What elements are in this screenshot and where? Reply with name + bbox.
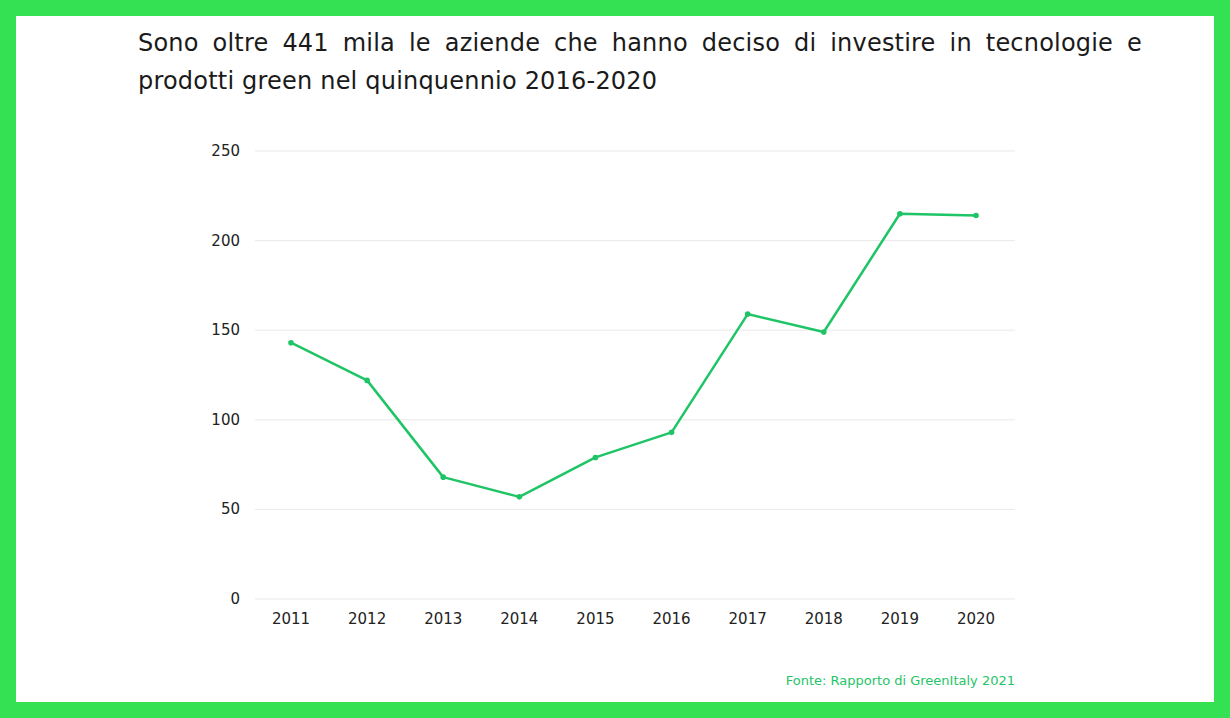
grid-line [255, 509, 1015, 510]
x-tick-label: 2013 [424, 610, 462, 628]
point [364, 378, 370, 384]
point [897, 211, 903, 217]
point [821, 329, 827, 335]
source-note: Fonte: Rapporto di GreenItaly 2021 [786, 673, 1015, 688]
x-tick-label: 2016 [652, 610, 690, 628]
x-tick-label: 2014 [500, 610, 538, 628]
point [288, 340, 294, 346]
y-tick-label: 50 [221, 500, 240, 518]
x-tick-label: 2019 [881, 610, 919, 628]
y-tick-label: 0 [230, 590, 240, 608]
plot-area [288, 211, 979, 500]
x-tick-label: 2011 [272, 610, 310, 628]
grid-line [255, 151, 1015, 152]
x-tick-label: 2015 [576, 610, 614, 628]
x-tick-label: 2018 [805, 610, 843, 628]
point [440, 474, 446, 480]
chart-title: Sono oltre 441 mila le aziende che hanno… [138, 24, 1142, 100]
x-tick-label: 2017 [729, 610, 767, 628]
y-tick-label: 200 [211, 232, 240, 250]
point [745, 311, 751, 317]
point [973, 213, 979, 219]
grid-line [255, 599, 1015, 600]
grid-line [255, 240, 1015, 241]
point [593, 455, 599, 461]
grid-line [255, 419, 1015, 420]
x-tick-label: 2020 [957, 610, 995, 628]
x-tick-label: 2012 [348, 610, 386, 628]
line [291, 214, 976, 497]
grid-line [255, 330, 1015, 331]
y-tick-label: 100 [211, 411, 240, 429]
chart-svg: 0 50 100 150 200 250 2011 2012 2013 2014 2015 2016 2… [0, 0, 1230, 718]
point [517, 494, 523, 500]
point [669, 430, 675, 436]
y-tick-label: 250 [211, 142, 240, 160]
y-tick-label: 150 [211, 321, 240, 339]
